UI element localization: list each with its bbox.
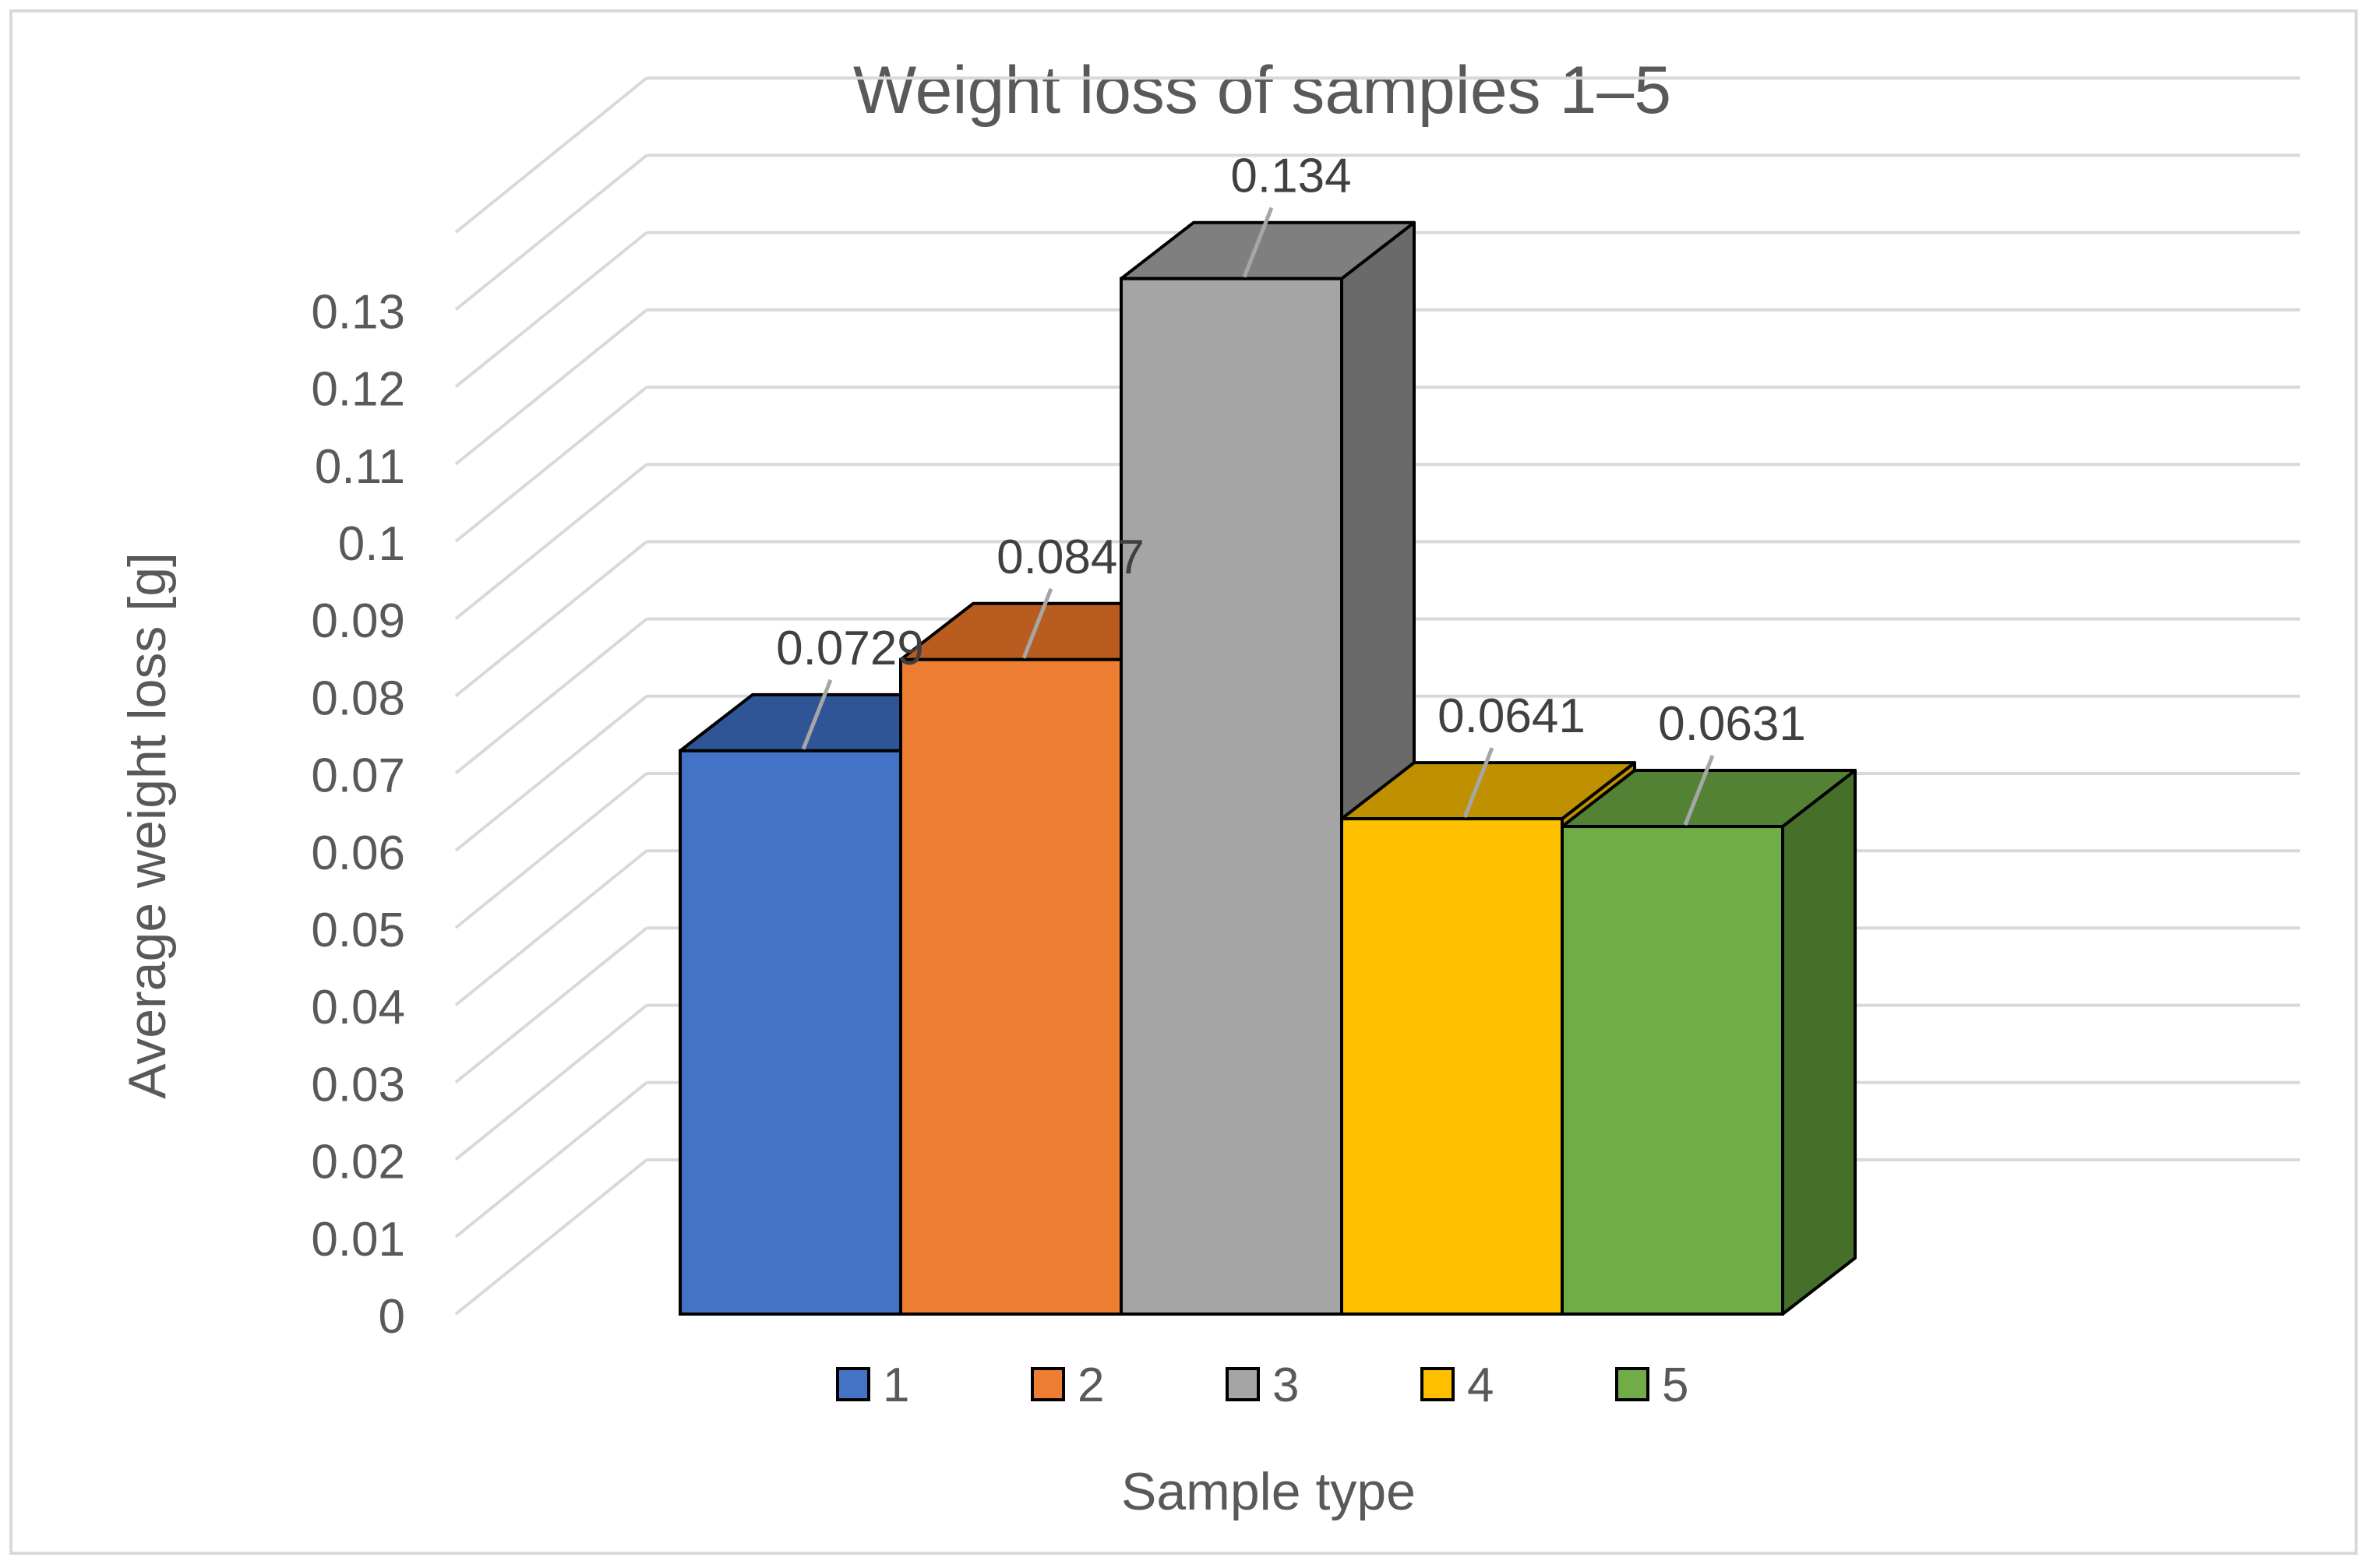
legend: 1 2 3 4 5 bbox=[836, 1358, 1688, 1412]
legend-swatch bbox=[836, 1367, 870, 1401]
gridline-diagonal bbox=[454, 849, 648, 1006]
gridline-diagonal bbox=[454, 772, 648, 929]
legend-item-2: 2 bbox=[1031, 1358, 1104, 1412]
y-tick-label: 0.12 bbox=[311, 363, 405, 417]
data-label-text: 0.134 bbox=[1230, 150, 1351, 203]
data-label-4: 0.0641 bbox=[1437, 689, 1586, 819]
bar-front bbox=[1340, 817, 1564, 1316]
bar-front bbox=[1120, 277, 1343, 1316]
y-tick-label: 0.03 bbox=[311, 1058, 405, 1112]
y-tick-label: 0.02 bbox=[311, 1136, 405, 1189]
data-label-1: 0.0729 bbox=[776, 622, 924, 750]
gridline-diagonal bbox=[454, 308, 648, 466]
y-tick-label: 0.13 bbox=[311, 285, 405, 339]
legend-swatch bbox=[1031, 1367, 1065, 1401]
bar-side bbox=[1781, 769, 1857, 1316]
bar-front bbox=[679, 749, 902, 1316]
y-tick-label: 0.07 bbox=[311, 749, 405, 803]
y-tick-label: 0.01 bbox=[311, 1213, 405, 1267]
data-label-leader bbox=[1021, 587, 1053, 659]
gridline-diagonal bbox=[454, 1004, 648, 1161]
y-tick-label: 0.11 bbox=[315, 440, 405, 494]
data-label-5: 0.0631 bbox=[1658, 697, 1806, 826]
data-label-leader bbox=[1683, 755, 1715, 826]
chart-title: Weight loss of samples 1–5 bbox=[853, 53, 1671, 128]
gridline-diagonal bbox=[454, 695, 648, 852]
bars bbox=[679, 220, 1857, 1316]
gridline-diagonal bbox=[454, 926, 648, 1084]
y-tick-label: 0.06 bbox=[311, 826, 405, 880]
data-label-text: 0.0631 bbox=[1658, 697, 1806, 751]
data-label-3: 0.134 bbox=[1230, 150, 1352, 278]
bar-front bbox=[899, 657, 1123, 1316]
gridline-diagonal bbox=[454, 540, 648, 697]
y-axis-label: Average weight loss [g] bbox=[118, 552, 177, 1099]
x-axis-label: Sample type bbox=[1121, 1462, 1416, 1521]
legend-swatch bbox=[1226, 1367, 1260, 1401]
data-label-text: 0.0641 bbox=[1437, 689, 1586, 743]
data-label-2: 0.0847 bbox=[997, 530, 1145, 659]
gridline-diagonal bbox=[454, 386, 648, 543]
data-label-leader bbox=[1242, 206, 1274, 278]
y-tick-label: 0.05 bbox=[311, 904, 405, 957]
y-tick-label: 0.09 bbox=[311, 594, 405, 648]
y-tick-label: 0.08 bbox=[311, 671, 405, 725]
legend-item-5: 5 bbox=[1615, 1358, 1688, 1412]
y-tick-label: 0.04 bbox=[311, 981, 405, 1034]
gridline-diagonal bbox=[454, 153, 648, 311]
gridline-diagonal bbox=[454, 1081, 648, 1239]
y-tick-label: 0 bbox=[379, 1290, 405, 1344]
legend-item-3: 3 bbox=[1226, 1358, 1299, 1412]
gridline-diagonal bbox=[454, 618, 648, 775]
y-tick-label: 0.1 bbox=[338, 517, 405, 571]
data-labels: 0.0729 0.0847 0.134 0.0641 0.0631 bbox=[776, 150, 1806, 826]
legend-item-1: 1 bbox=[836, 1358, 909, 1412]
legend-label: 1 bbox=[883, 1358, 909, 1412]
bar-5 bbox=[1561, 769, 1857, 1316]
data-label-leader bbox=[801, 678, 833, 750]
legend-swatch bbox=[1420, 1367, 1455, 1401]
gridline-diagonal bbox=[454, 76, 648, 234]
legend-swatch bbox=[1615, 1367, 1649, 1401]
bar-3 bbox=[1120, 220, 1416, 1316]
legend-label: 2 bbox=[1078, 1358, 1104, 1412]
data-label-text: 0.0729 bbox=[776, 622, 924, 675]
legend-label: 4 bbox=[1467, 1358, 1494, 1412]
legend-item-4: 4 bbox=[1420, 1358, 1494, 1412]
data-label-text: 0.0847 bbox=[997, 530, 1145, 584]
y-axis-ticks: 0 0.01 0.02 0.03 0.04 0.05 0.06 0.07 0.08 0.09 0.1… bbox=[311, 285, 405, 1344]
gridline-diagonal bbox=[454, 1158, 648, 1316]
legend-label: 5 bbox=[1662, 1358, 1688, 1412]
gridline-diagonal bbox=[454, 463, 648, 620]
gridline-diagonal bbox=[454, 231, 648, 389]
data-label-leader bbox=[1462, 747, 1494, 819]
bar-front bbox=[1561, 825, 1784, 1316]
legend-label: 3 bbox=[1272, 1358, 1299, 1412]
